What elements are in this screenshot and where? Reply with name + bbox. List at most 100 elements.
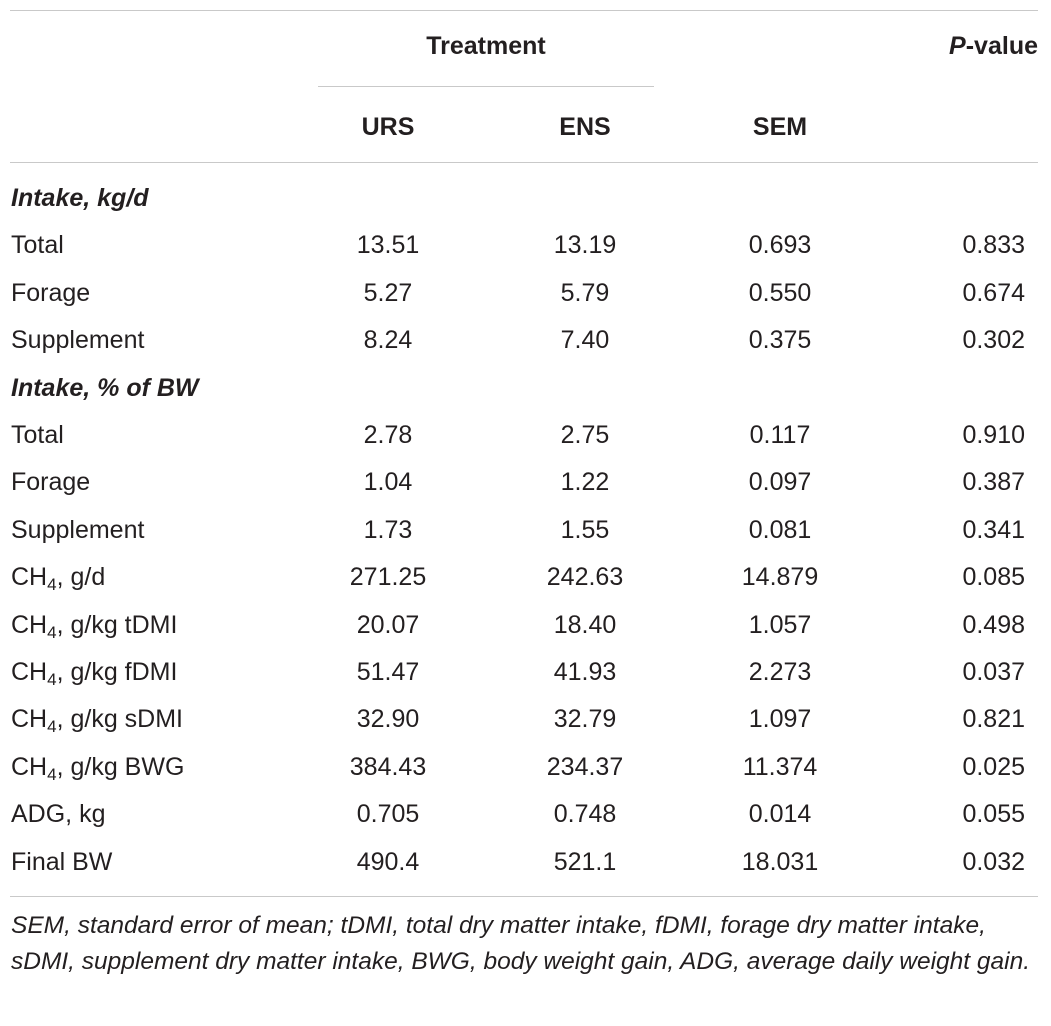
table-row: Total 2.78 2.75 0.117 0.910 — [0, 421, 1051, 468]
table-row: Forage 5.27 5.79 0.550 0.674 — [0, 279, 1051, 326]
cell-ens: 242.63 — [546, 563, 624, 592]
table-row: Forage 1.04 1.22 0.097 0.387 — [0, 468, 1051, 515]
cell-sem: 11.374 — [742, 752, 818, 781]
cell-sem: 0.117 — [749, 421, 811, 449]
cell-urs: 5.27 — [363, 278, 413, 307]
cell-sem: 1.097 — [748, 705, 812, 734]
cell-urs: 271.25 — [349, 563, 427, 592]
row-label: Forage — [11, 278, 91, 307]
cell-ens: 5.79 — [560, 278, 610, 307]
cell-pvalue: 0.387 — [962, 468, 1025, 497]
cell-urs: 20.07 — [356, 610, 420, 639]
section-header-row: Intake, kg/d — [0, 184, 1051, 231]
cell-urs: 384.43 — [349, 752, 427, 781]
table-row: CH4, g/kg BWG 384.43 234.37 11.374 0.025 — [0, 753, 1051, 800]
cell-pvalue: 0.055 — [962, 800, 1025, 829]
table-row: ADG, kg 0.705 0.748 0.014 0.055 — [0, 800, 1051, 847]
row-label: CH4, g/kg tDMI — [11, 610, 178, 641]
column-header-sem: SEM — [752, 113, 808, 141]
row-label: ADG, kg — [11, 800, 106, 829]
column-header-ens: ENS — [559, 113, 611, 141]
row-label-subscript: 4 — [47, 764, 57, 784]
row-label-prefix: CH — [11, 658, 48, 686]
row-label: CH4, g/kg BWG — [11, 752, 185, 784]
cell-sem: 0.693 — [748, 231, 812, 260]
cell-ens: 521.1 — [553, 847, 617, 876]
table-row: CH4, g/d 271.25 242.63 14.879 0.085 — [0, 563, 1051, 610]
cell-ens: 1.22 — [560, 468, 610, 497]
cell-sem: 0.375 — [748, 326, 812, 355]
cell-urs: 8.24 — [363, 326, 413, 355]
cell-sem: 14.879 — [741, 563, 819, 592]
row-label-prefix: CH — [11, 610, 48, 639]
section-label: Intake, % of BW — [11, 373, 199, 402]
row-label: Supplement — [11, 326, 145, 355]
table-row: CH4, g/kg fDMI 51.47 41.93 2.273 0.037 — [0, 658, 1051, 705]
row-label: Forage — [11, 468, 91, 497]
cell-pvalue: 0.498 — [962, 610, 1025, 639]
cell-pvalue: 0.302 — [962, 326, 1025, 355]
cell-pvalue: 0.032 — [962, 847, 1025, 876]
table-footnote: SEM, standard error of mean; tDMI, total… — [11, 912, 1031, 975]
pvalue-suffix: -value — [965, 32, 1038, 60]
row-label-prefix: CH — [11, 563, 48, 592]
cell-urs: 51.47 — [356, 658, 420, 686]
row-label-subscript: 4 — [47, 717, 57, 737]
bottom-rule — [10, 896, 1038, 897]
cell-urs: 490.4 — [356, 847, 420, 876]
row-label-subscript: 4 — [47, 670, 57, 689]
cell-ens: 32.79 — [553, 705, 617, 734]
cell-sem: 2.273 — [748, 658, 812, 686]
cell-urs: 1.73 — [363, 515, 413, 544]
cell-pvalue: 0.341 — [962, 515, 1025, 544]
row-label-suffix: , g/kg fDMI — [56, 658, 178, 686]
table-row: CH4, g/kg tDMI 20.07 18.40 1.057 0.498 — [0, 611, 1051, 658]
column-header-urs: URS — [361, 113, 415, 141]
cell-pvalue: 0.833 — [962, 231, 1025, 260]
row-label: Final BW — [11, 847, 113, 876]
table-row: Supplement 8.24 7.40 0.375 0.302 — [0, 326, 1051, 373]
cell-pvalue: 0.025 — [962, 752, 1025, 781]
cell-urs: 0.705 — [356, 800, 420, 829]
row-label: Total — [11, 231, 64, 260]
top-rule — [10, 10, 1038, 11]
row-label-suffix: , g/d — [56, 563, 106, 592]
cell-pvalue: 0.674 — [962, 278, 1025, 307]
treatment-header: Treatment — [426, 32, 546, 60]
row-label-suffix: , g/kg tDMI — [56, 610, 178, 639]
row-label-prefix: CH — [11, 752, 48, 781]
cell-urs: 13.51 — [356, 231, 420, 260]
cell-ens: 0.748 — [553, 800, 617, 829]
cell-ens: 7.40 — [560, 326, 610, 355]
section-header-row: Intake, % of BW — [0, 374, 1051, 421]
row-label-suffix: , g/kg BWG — [56, 752, 185, 781]
cell-sem: 0.014 — [748, 800, 812, 829]
row-label-prefix: CH — [11, 705, 48, 734]
header-rule — [10, 162, 1038, 163]
cell-urs: 1.04 — [363, 468, 413, 497]
cell-pvalue: 0.910 — [962, 421, 1025, 449]
pvalue-p: P — [949, 32, 966, 60]
cell-ens: 18.40 — [553, 610, 617, 639]
cell-sem: 1.057 — [748, 610, 812, 639]
cell-sem: 0.097 — [748, 468, 812, 497]
table-row: CH4, g/kg sDMI 32.90 32.79 1.097 0.821 — [0, 705, 1051, 752]
row-label-suffix: , g/kg sDMI — [56, 705, 183, 734]
row-label: CH4, g/d — [11, 563, 106, 593]
cell-sem: 0.550 — [748, 278, 812, 307]
row-label: Total — [11, 421, 64, 449]
table-row: Final BW 490.4 521.1 18.031 0.032 — [0, 848, 1051, 895]
cell-sem: 0.081 — [748, 515, 812, 544]
cell-ens: 41.93 — [553, 658, 617, 686]
cell-urs: 2.78 — [363, 421, 413, 449]
row-label: CH4, g/kg sDMI — [11, 705, 183, 737]
cell-pvalue: 0.085 — [962, 563, 1025, 592]
row-label: Supplement — [11, 515, 145, 544]
cell-ens: 1.55 — [560, 515, 610, 544]
cell-urs: 32.90 — [356, 705, 420, 734]
treatment-underline — [318, 86, 654, 87]
pvalue-header: P-value — [949, 32, 1038, 61]
cell-sem: 18.031 — [741, 847, 819, 876]
cell-pvalue: 0.037 — [962, 658, 1025, 686]
table-row: Supplement 1.73 1.55 0.081 0.341 — [0, 516, 1051, 563]
